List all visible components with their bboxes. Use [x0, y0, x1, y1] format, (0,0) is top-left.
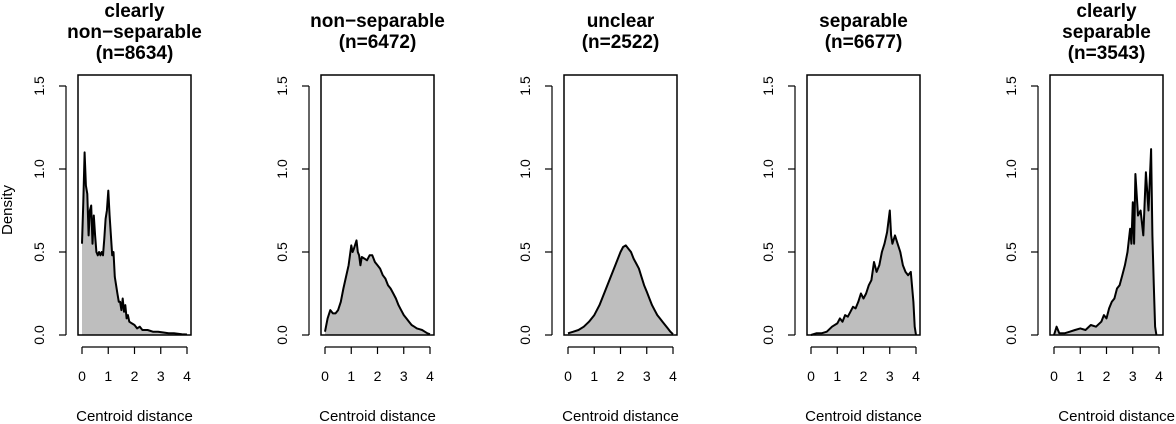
panel-4: separable(n=6677) 0.0 0.5 1.0 1.5 0 1 2 3 4 Centro… [760, 11, 922, 424]
y-tick-label: 1.0 [274, 159, 290, 179]
x-tick-label: 3 [1129, 368, 1137, 384]
y-tick-label: 1.0 [31, 159, 47, 179]
x-tick-label: 4 [912, 368, 920, 384]
y-tick-label: 1.5 [517, 76, 533, 96]
chart-title-line: separable [819, 11, 908, 32]
chart-title-line: clearly [104, 1, 165, 22]
x-tick-label: 0 [321, 368, 329, 384]
y-tick-label: 0.5 [517, 242, 533, 262]
y-tick-label: 1.5 [1003, 76, 1019, 96]
y-tick-label: 0.0 [274, 325, 290, 345]
x-tick-label: 1 [1076, 368, 1084, 384]
chart-title-line: (n=2522) [582, 32, 660, 53]
chart-title-line: non−separable [67, 22, 202, 43]
chart-title-line: clearly [1076, 1, 1137, 22]
x-tick-label: 1 [833, 368, 841, 384]
panel-2: non−separable(n=6472) 0.0 0.5 1.0 1.5 0 1 2 3 4 Ce… [274, 11, 445, 424]
x-tick-label: 0 [564, 368, 572, 384]
x-axis-label: Centroid distance [1058, 408, 1175, 424]
x-tick-label: 2 [131, 368, 139, 384]
y-tick-label: 1.5 [760, 76, 776, 96]
x-tick-label: 0 [807, 368, 815, 384]
y-tick-label: 1.5 [274, 76, 290, 96]
chart-title-line: (n=6472) [339, 32, 417, 53]
x-tick-label: 1 [590, 368, 598, 384]
density-area [82, 152, 187, 335]
x-tick-label: 4 [183, 368, 191, 384]
x-tick-label: 1 [104, 368, 112, 384]
x-tick-label: 2 [860, 368, 868, 384]
density-line [81, 151, 188, 336]
density-area [811, 210, 916, 335]
y-tick-label: 1.5 [31, 76, 47, 96]
x-axis-label: Centroid distance [562, 408, 679, 424]
x-tick-label: 3 [400, 368, 408, 384]
density-line [1053, 148, 1158, 336]
plot-box [806, 74, 921, 336]
x-tick-label: 4 [426, 368, 434, 384]
x-tick-label: 4 [669, 368, 677, 384]
density-line [567, 244, 674, 335]
density-area [568, 245, 673, 335]
chart-title-line: unclear [587, 11, 655, 32]
chart-title-line: separable [1062, 22, 1151, 43]
x-axis-label: Centroid distance [805, 408, 922, 424]
x-tick-label: 3 [643, 368, 651, 384]
y-axis-label: Density [0, 184, 16, 235]
x-tick-label: 2 [374, 368, 382, 384]
plot-box [563, 74, 678, 336]
y-tick-label: 0.0 [1003, 325, 1019, 345]
x-tick-label: 1 [347, 368, 355, 384]
y-tick-label: 0.0 [760, 325, 776, 345]
x-tick-label: 3 [886, 368, 894, 384]
x-tick-label: 2 [617, 368, 625, 384]
y-tick-label: 0.0 [517, 325, 533, 345]
x-tick-label: 0 [78, 368, 86, 384]
y-tick-label: 0.5 [760, 242, 776, 262]
chart-title-line: (n=8634) [96, 43, 174, 64]
plot-box [320, 74, 435, 336]
y-tick-label: 0.5 [1003, 242, 1019, 262]
x-tick-label: 0 [1050, 368, 1058, 384]
y-tick-label: 0.5 [31, 242, 47, 262]
x-axis-label: Centroid distance [76, 408, 193, 424]
chart-title-line: non−separable [310, 11, 445, 32]
y-tick-label: 0.0 [31, 325, 47, 345]
y-tick-label: 1.0 [760, 159, 776, 179]
y-tick-label: 1.0 [1003, 159, 1019, 179]
chart-title-line: (n=3543) [1068, 43, 1146, 64]
chart-title-line: (n=6677) [825, 32, 903, 53]
panel-3: unclear(n=2522) 0.0 0.5 1.0 1.5 0 1 2 3 4 Centroid… [517, 11, 679, 424]
y-tick-label: 0.5 [274, 242, 290, 262]
x-tick-label: 3 [157, 368, 165, 384]
plot-box [1049, 74, 1164, 336]
plot-box [77, 74, 192, 336]
density-area [1054, 149, 1157, 335]
x-axis-label: Centroid distance [319, 408, 436, 424]
density-area [325, 240, 430, 335]
panels: clearlynon−separable(n=8634)0.00.51.01.5… [31, 1, 1175, 424]
y-tick-label: 1.0 [517, 159, 533, 179]
x-tick-label: 4 [1155, 368, 1163, 384]
density-line [810, 209, 917, 336]
density-line [324, 239, 431, 336]
x-tick-label: 2 [1103, 368, 1111, 384]
